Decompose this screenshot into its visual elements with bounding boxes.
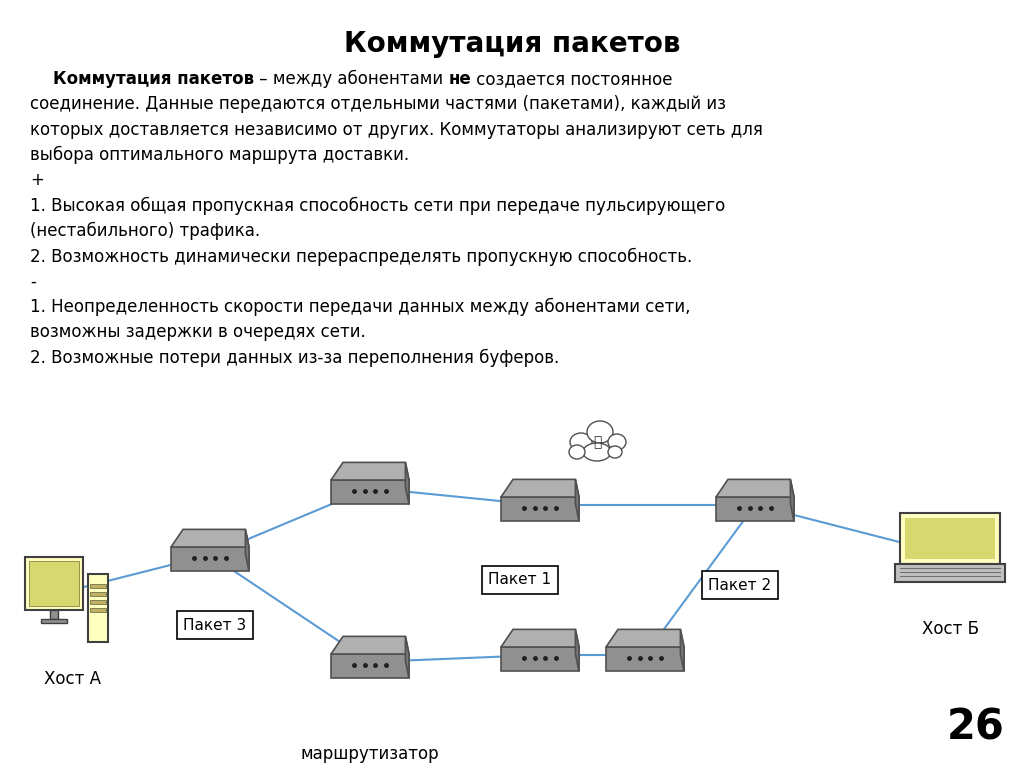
Polygon shape bbox=[406, 637, 409, 678]
Text: 1. Неопределенность скорости передачи данных между абонентами сети,: 1. Неопределенность скорости передачи да… bbox=[30, 298, 690, 316]
FancyBboxPatch shape bbox=[501, 647, 579, 671]
Text: Коммутация пакетов: Коммутация пакетов bbox=[344, 30, 680, 58]
Text: 26: 26 bbox=[947, 706, 1005, 748]
Ellipse shape bbox=[570, 433, 592, 451]
Polygon shape bbox=[606, 630, 684, 647]
Text: +: + bbox=[30, 171, 44, 190]
Polygon shape bbox=[501, 479, 579, 497]
Text: возможны задержки в очередях сети.: возможны задержки в очередях сети. bbox=[30, 323, 366, 342]
Text: Пакет 2: Пакет 2 bbox=[709, 578, 771, 592]
Text: Пакет 1: Пакет 1 bbox=[488, 572, 552, 588]
FancyBboxPatch shape bbox=[88, 574, 108, 642]
Text: – между абонентами: – между абонентами bbox=[254, 70, 449, 88]
Text: не: не bbox=[449, 70, 471, 88]
FancyBboxPatch shape bbox=[41, 618, 68, 623]
Text: создается постоянное: создается постоянное bbox=[471, 70, 673, 88]
Polygon shape bbox=[331, 462, 409, 480]
Text: которых доставляется независимо от других. Коммутаторы анализируют сеть для: которых доставляется независимо от други… bbox=[30, 121, 763, 139]
Polygon shape bbox=[791, 479, 794, 521]
FancyBboxPatch shape bbox=[900, 512, 1000, 564]
FancyBboxPatch shape bbox=[716, 497, 794, 521]
FancyBboxPatch shape bbox=[90, 608, 106, 612]
Polygon shape bbox=[331, 637, 409, 654]
Ellipse shape bbox=[608, 446, 622, 458]
Text: Пакет 3: Пакет 3 bbox=[183, 617, 247, 633]
FancyBboxPatch shape bbox=[90, 584, 106, 588]
Text: 1. Высокая общая пропускная способность сети при передаче пульсирующего: 1. Высокая общая пропускная способность … bbox=[30, 197, 725, 215]
Polygon shape bbox=[716, 479, 794, 497]
Text: ⌛: ⌛ bbox=[593, 435, 601, 449]
Text: -: - bbox=[30, 273, 36, 291]
FancyBboxPatch shape bbox=[501, 497, 579, 521]
FancyBboxPatch shape bbox=[895, 564, 1005, 582]
FancyBboxPatch shape bbox=[171, 547, 249, 571]
Text: Хост А: Хост А bbox=[43, 670, 100, 688]
Polygon shape bbox=[246, 529, 249, 571]
Ellipse shape bbox=[583, 443, 611, 461]
Text: Коммутация пакетов: Коммутация пакетов bbox=[30, 70, 254, 88]
Text: маршрутизатор: маршрутизатор bbox=[301, 745, 439, 763]
Ellipse shape bbox=[569, 445, 585, 459]
Text: (нестабильного) трафика.: (нестабильного) трафика. bbox=[30, 222, 260, 240]
FancyBboxPatch shape bbox=[49, 610, 58, 618]
Ellipse shape bbox=[608, 434, 626, 450]
Polygon shape bbox=[575, 630, 579, 671]
Polygon shape bbox=[501, 630, 579, 647]
FancyBboxPatch shape bbox=[90, 600, 106, 604]
Polygon shape bbox=[406, 462, 409, 505]
FancyBboxPatch shape bbox=[25, 557, 83, 610]
Text: Хост Б: Хост Б bbox=[922, 620, 979, 638]
Text: выбора оптимального маршрута доставки.: выбора оптимального маршрута доставки. bbox=[30, 146, 410, 164]
FancyBboxPatch shape bbox=[331, 480, 409, 505]
Ellipse shape bbox=[587, 421, 613, 443]
FancyBboxPatch shape bbox=[90, 592, 106, 596]
FancyBboxPatch shape bbox=[331, 654, 409, 678]
Text: 2. Возможные потери данных из-за переполнения буферов.: 2. Возможные потери данных из-за перепол… bbox=[30, 349, 559, 367]
Text: соединение. Данные передаются отдельными частями (пакетами), каждый из: соединение. Данные передаются отдельными… bbox=[30, 95, 726, 114]
FancyBboxPatch shape bbox=[606, 647, 684, 671]
FancyBboxPatch shape bbox=[905, 518, 995, 558]
Text: 2. Возможность динамически перераспределять пропускную способность.: 2. Возможность динамически перераспредел… bbox=[30, 247, 692, 266]
FancyBboxPatch shape bbox=[29, 561, 79, 606]
Polygon shape bbox=[171, 529, 249, 547]
Polygon shape bbox=[680, 630, 684, 671]
Polygon shape bbox=[575, 479, 579, 521]
